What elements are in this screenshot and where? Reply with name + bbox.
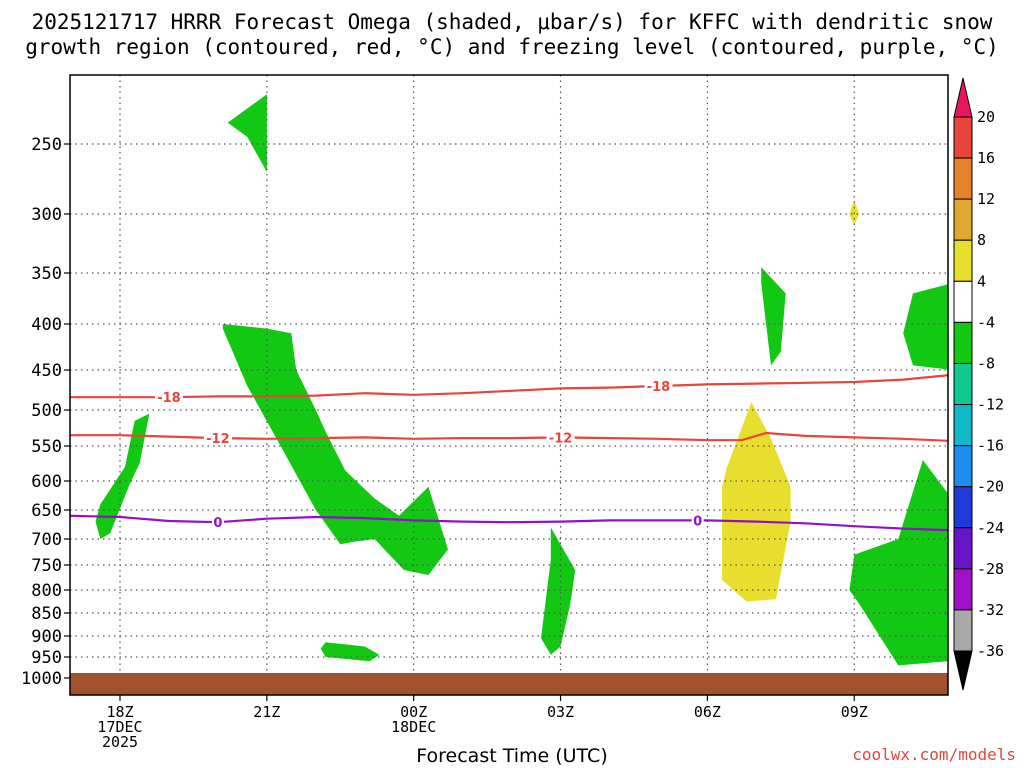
colorbar-label: -16 [977, 437, 1004, 455]
colorbar-segment [953, 486, 973, 529]
contour-label: -12 [549, 431, 573, 446]
colorbar-label: 4 [977, 272, 986, 290]
colorbar-segment [953, 157, 973, 200]
colorbar-segment [953, 445, 973, 488]
ground-layer [70, 673, 948, 695]
x-tick-label: 2025 [102, 733, 138, 751]
colorbar-segment [953, 527, 973, 570]
x-tick-label: 06Z [694, 703, 721, 721]
colorbar-segment [953, 239, 973, 282]
contour-label-bg [154, 390, 183, 405]
colorbar-label: -28 [977, 560, 1004, 578]
y-tick-label: 600 [31, 472, 62, 492]
x-tick-label: 17DEC [97, 718, 142, 736]
colorbar-segment [953, 321, 973, 364]
colorbar-label: -32 [977, 601, 1004, 619]
y-tick-label: 650 [31, 501, 62, 521]
y-tick-label: 400 [31, 315, 62, 335]
y-tick-label: 800 [31, 581, 62, 601]
colorbar-label: 16 [977, 149, 995, 167]
chart-title-line-2: growth region (contoured, red, °C) and f… [25, 35, 999, 59]
dendritic-contour-minus12 [70, 431, 948, 442]
contour-label-bg [203, 431, 232, 446]
colorbar-label: -8 [977, 354, 995, 372]
contour-label: -12 [206, 432, 230, 447]
colorbar-label: -36 [977, 642, 1004, 660]
plot-frame [69, 74, 949, 696]
y-tick-label: 950 [31, 648, 62, 668]
colorbar-label: -4 [977, 313, 995, 331]
y-tick-label: 700 [31, 530, 62, 550]
contour-label-bg [644, 379, 673, 393]
colorbar-label: -12 [977, 396, 1004, 414]
x-tick-label: 03Z [547, 703, 574, 721]
omega-region [227, 94, 267, 172]
colorbar-label: 12 [977, 190, 995, 208]
x-tick-label: 18DEC [391, 718, 436, 736]
y-tick-label: 250 [31, 135, 62, 155]
colorbar-segment [953, 609, 973, 652]
colorbar-label: -20 [977, 478, 1004, 496]
colorbar-bottom-arrow [953, 650, 973, 691]
y-tick-label: 1000 [21, 669, 62, 689]
y-tick-label: 750 [31, 556, 62, 576]
contour-label: 0 [693, 514, 702, 529]
omega-region [541, 527, 576, 655]
contour-label: 0 [213, 516, 222, 531]
y-tick-label: 350 [31, 264, 62, 284]
x-tick-label: 21Z [253, 703, 280, 721]
contour-label: -18 [157, 391, 181, 406]
credit-link[interactable]: coolwx.com/models [852, 745, 1016, 764]
colorbar-top-arrow [953, 77, 973, 118]
omega-region [761, 267, 786, 366]
omega-region [95, 413, 150, 539]
x-tick-label: 00Z [400, 703, 427, 721]
chart-title-line-1: 2025121717 HRRR Forecast Omega (shaded, … [31, 10, 993, 34]
colorbar-segment [953, 280, 973, 323]
x-tick-label: 18Z [106, 703, 133, 721]
y-tick-label: 850 [31, 604, 62, 624]
contour-label-bg [691, 513, 704, 528]
y-tick-label: 500 [31, 401, 62, 421]
omega-region [903, 284, 948, 370]
colorbar-segment [953, 362, 973, 406]
contour-label-bg [546, 430, 575, 445]
freezing-level-contour [70, 514, 948, 532]
colorbar-label: -24 [977, 519, 1004, 537]
x-axis-label: Forecast Time (UTC) [416, 745, 608, 767]
contour-label-bg [211, 515, 224, 530]
colorbar: 20 16 12 8 4 -4 -8 -12 -16 -20 -24 -28 -32 -36 [953, 77, 1004, 691]
colorbar-label: 20 [977, 108, 995, 126]
colorbar-segment [953, 116, 973, 159]
y-tick-label: 450 [31, 361, 62, 381]
y-tick-label: 900 [31, 627, 62, 647]
colorbar-segment [953, 198, 973, 241]
y-tick-label: 300 [31, 205, 62, 225]
x-tick-label: 09Z [841, 703, 868, 721]
y-tick-label: 550 [31, 437, 62, 457]
omega-region [849, 460, 948, 666]
colorbar-label: 8 [977, 231, 986, 249]
contour-label: -18 [647, 380, 671, 395]
omega-region [722, 402, 791, 602]
omega-region [320, 642, 380, 662]
omega-region [222, 324, 448, 575]
colorbar-segment [953, 404, 973, 447]
colorbar-segment [953, 568, 973, 611]
